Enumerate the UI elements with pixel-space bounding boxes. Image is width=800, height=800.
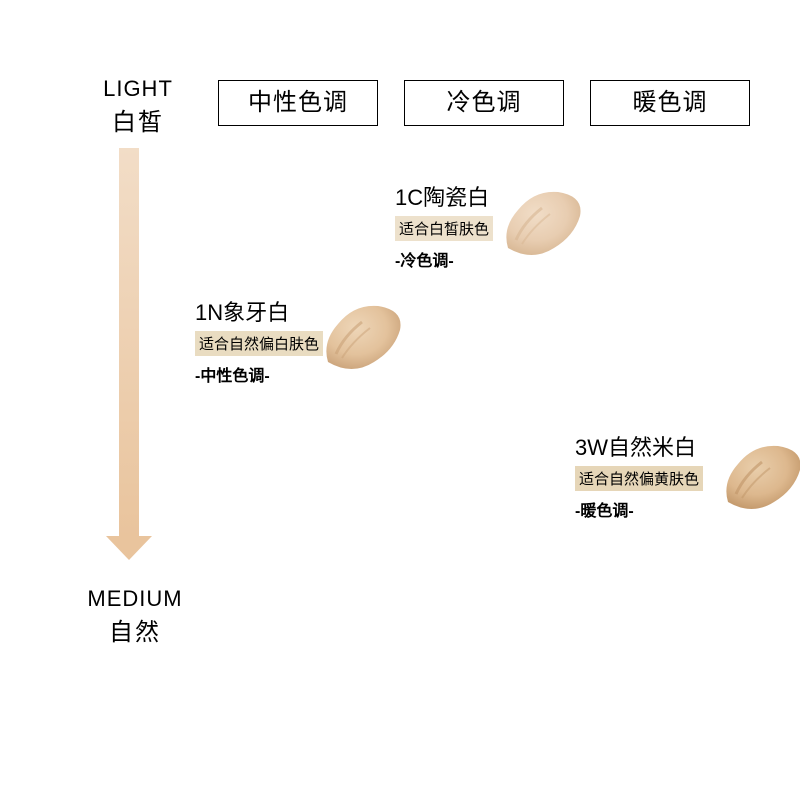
- shade-1n-title: 1N象牙白: [195, 295, 323, 327]
- column-header-warm: 暖色调: [590, 80, 750, 126]
- shade-1c-title: 1C陶瓷白: [395, 180, 493, 212]
- axis-bottom-cn: 自然: [75, 612, 195, 647]
- axis-top-en: LIGHT: [88, 76, 188, 102]
- shade-3w-tone: -暖色调-: [575, 497, 703, 521]
- shade-1c-swatch-icon: [500, 186, 590, 266]
- column-header-cool: 冷色调: [404, 80, 564, 126]
- shade-1n-suitability: 适合自然偏白肤色: [195, 331, 323, 356]
- axis-label-bottom: MEDIUM 自然: [75, 586, 195, 647]
- shade-1n: 1N象牙白 适合自然偏白肤色 -中性色调-: [195, 295, 323, 386]
- column-header-neutral: 中性色调: [218, 80, 378, 126]
- gradient-arrow-head: [106, 536, 152, 560]
- gradient-arrow-shaft: [119, 148, 139, 536]
- axis-top-cn: 白皙: [88, 102, 188, 137]
- shade-3w-title: 3W自然米白: [575, 430, 703, 462]
- shade-1c-suitability: 适合白皙肤色: [395, 216, 493, 241]
- shade-1n-tone: -中性色调-: [195, 362, 323, 386]
- axis-bottom-en: MEDIUM: [75, 586, 195, 612]
- shade-3w-swatch-icon: [720, 440, 800, 520]
- shade-1n-swatch-icon: [320, 300, 410, 380]
- axis-label-top: LIGHT 白皙: [88, 76, 188, 137]
- shade-3w: 3W自然米白 适合自然偏黄肤色 -暖色调-: [575, 430, 703, 521]
- shade-3w-suitability: 适合自然偏黄肤色: [575, 466, 703, 491]
- shade-1c-tone: -冷色调-: [395, 247, 493, 271]
- shade-1c: 1C陶瓷白 适合白皙肤色 -冷色调-: [395, 180, 493, 271]
